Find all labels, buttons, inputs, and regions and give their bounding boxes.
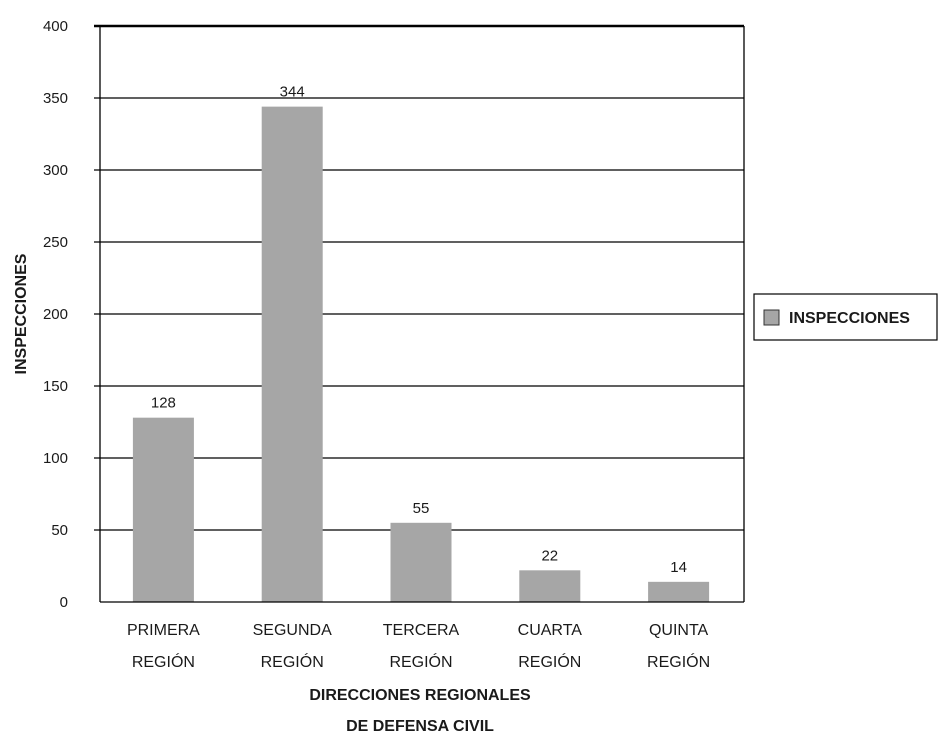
gridlines (94, 24, 744, 531)
data-label: 128 (151, 395, 176, 412)
y-tick-label: 0 (60, 594, 68, 611)
x-category-label: REGIÓN (647, 652, 710, 671)
data-label: 22 (541, 547, 558, 564)
x-category-label: REGIÓN (518, 652, 581, 671)
x-category-labels: PRIMERA REGIÓN SEGUNDA REGIÓN TERCERA REGIÓN C… (127, 622, 710, 671)
data-label: 344 (280, 84, 305, 101)
legend-label: INSPECCIONES (789, 310, 910, 327)
y-tick-label: 300 (43, 162, 68, 179)
x-category-label: REGIÓN (389, 652, 452, 671)
x-category-label: REGIÓN (132, 652, 195, 671)
bars (132, 106, 710, 602)
bar (390, 522, 452, 602)
legend-swatch (763, 309, 780, 326)
y-tick-label: 150 (43, 378, 68, 395)
y-tick-label: 100 (43, 450, 68, 467)
axes (99, 26, 745, 603)
x-category-label: QUINTA (649, 622, 709, 639)
y-tick-label: 250 (43, 234, 68, 251)
y-tick-label: 350 (43, 90, 68, 107)
y-tick-labels: 0 50 100 150 200 250 300 350 400 (43, 18, 68, 611)
y-tick-label: 400 (43, 18, 68, 35)
data-label: 14 (670, 559, 687, 576)
bar (519, 570, 581, 602)
x-category-label: CUARTA (518, 622, 583, 639)
x-axis-label: DIRECCIONES REGIONALES DE DEFENSA CIVIL (309, 687, 531, 735)
data-labels: 128 344 55 22 14 (151, 84, 687, 576)
x-category-label: TERCERA (383, 622, 460, 639)
legend: INSPECCIONES (753, 293, 938, 341)
x-category-label: REGIÓN (261, 652, 324, 671)
x-category-label: SEGUNDA (253, 622, 332, 639)
y-axis-label: INSPECCIONES (13, 253, 30, 374)
bar (648, 581, 710, 602)
x-category-label: PRIMERA (127, 622, 200, 639)
y-tick-label: 50 (51, 522, 68, 539)
y-tick-label: 200 (43, 306, 68, 323)
bar (261, 106, 323, 602)
bar (132, 417, 194, 602)
legend-frame (753, 293, 938, 341)
data-label: 55 (413, 500, 430, 517)
x-axis-label-line: DE DEFENSA CIVIL (346, 718, 494, 735)
x-axis-label-line: DIRECCIONES REGIONALES (309, 687, 531, 704)
